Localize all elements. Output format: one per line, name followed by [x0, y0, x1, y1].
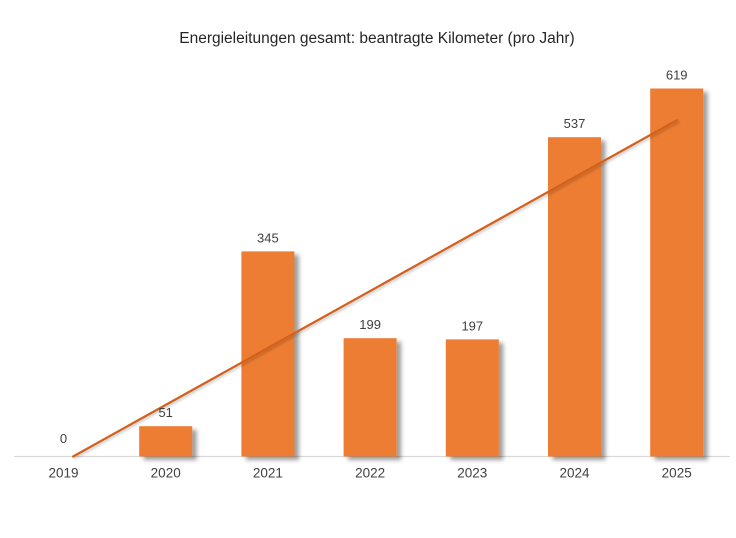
- category-label-2023: 2023: [457, 466, 487, 481]
- data-label-2021: 345: [257, 230, 279, 245]
- bar-2022: [343, 338, 397, 457]
- category-label-2025: 2025: [662, 466, 692, 481]
- bar-2023: [445, 339, 499, 457]
- data-label-2023: 197: [461, 318, 483, 333]
- category-labels-group: 2019 2020 2021 2022 2023 2024 2025: [48, 466, 691, 481]
- bar-2020: [139, 426, 193, 457]
- bar-2025: [650, 88, 704, 457]
- bar-2024: [548, 137, 601, 457]
- category-label-2024: 2024: [559, 466, 590, 481]
- bars-group: [139, 88, 704, 457]
- category-label-2020: 2020: [151, 466, 181, 481]
- category-label-2021: 2021: [253, 466, 283, 481]
- data-label-2024: 537: [564, 116, 586, 131]
- trendline: [71, 119, 678, 458]
- data-label-2025: 619: [666, 68, 688, 83]
- data-labels-group: 0 51 345 199 197 537 619: [60, 68, 688, 447]
- category-label-2022: 2022: [355, 466, 385, 481]
- data-label-2020: 51: [158, 405, 172, 420]
- trendline-group: [71, 119, 678, 458]
- category-label-2019: 2019: [48, 466, 78, 481]
- data-label-2022: 199: [359, 317, 381, 332]
- bar-2021: [241, 251, 295, 457]
- chart-title: Energieleitungen gesamt: beantragte Kilo…: [179, 30, 574, 47]
- data-label-2019: 0: [60, 431, 67, 446]
